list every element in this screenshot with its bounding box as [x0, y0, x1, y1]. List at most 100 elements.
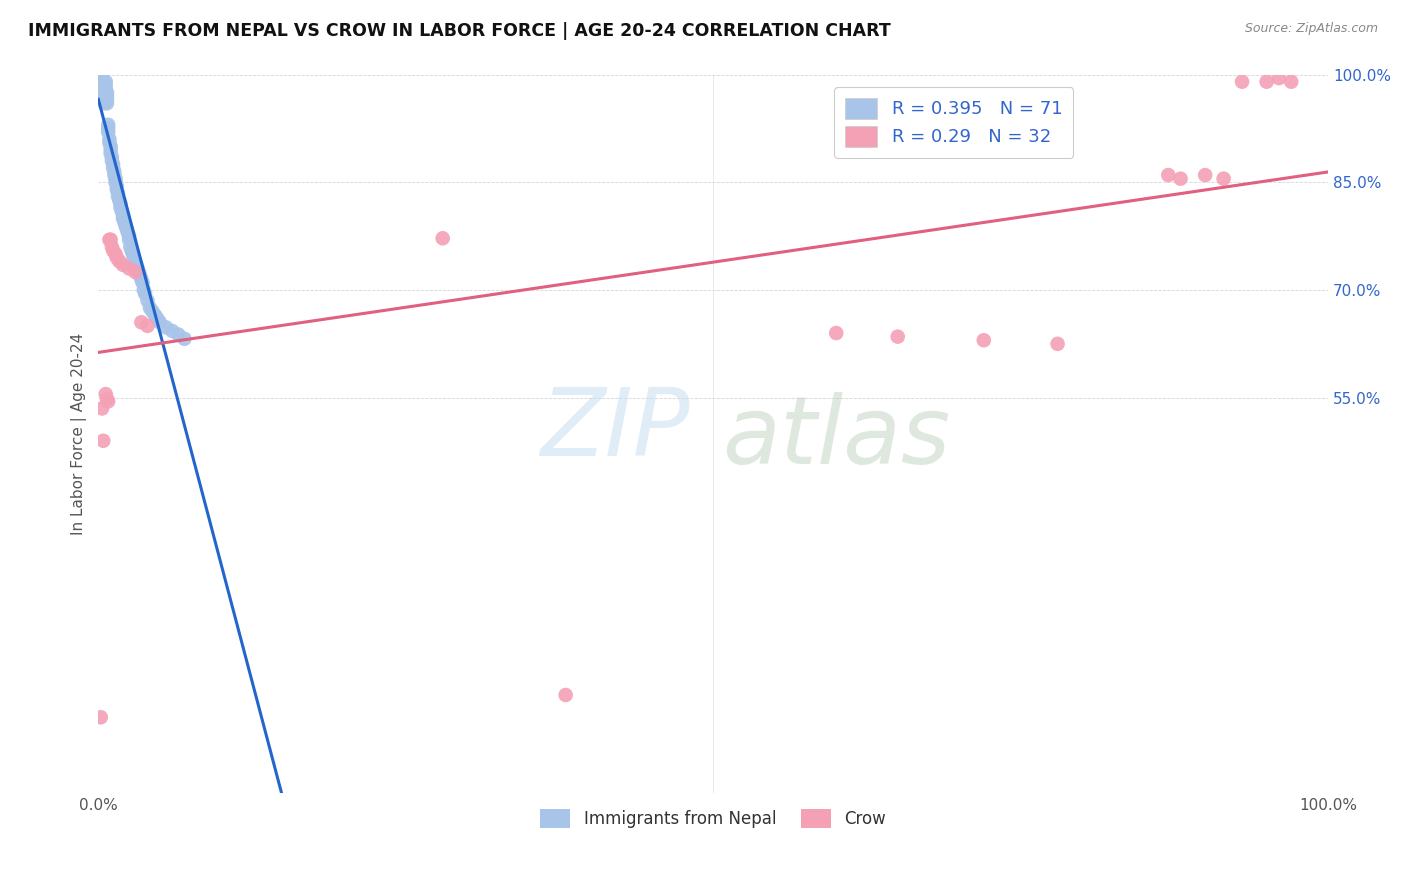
Point — [173, 332, 195, 346]
Point — [93, 89, 115, 103]
Point — [103, 168, 125, 182]
Y-axis label: In Labor Force | Age 20-24: In Labor Force | Age 20-24 — [72, 333, 87, 534]
Point — [1279, 75, 1302, 89]
Point — [114, 219, 136, 233]
Point — [90, 78, 112, 93]
Point — [111, 211, 134, 226]
Point — [1212, 171, 1234, 186]
Point — [93, 96, 115, 111]
Point — [89, 75, 111, 89]
Point — [101, 153, 124, 168]
Point — [90, 710, 112, 724]
Point — [146, 311, 169, 326]
Point — [136, 293, 159, 308]
Point — [105, 182, 128, 196]
Point — [111, 208, 134, 222]
Point — [825, 326, 848, 340]
Point — [128, 265, 150, 279]
Point — [432, 231, 454, 245]
Point — [105, 178, 128, 193]
Point — [1230, 75, 1253, 89]
Point — [110, 200, 132, 214]
Point — [107, 189, 129, 203]
Point — [104, 171, 127, 186]
Point — [93, 93, 115, 107]
Point — [96, 96, 118, 111]
Point — [104, 247, 127, 261]
Point — [98, 132, 121, 146]
Point — [91, 86, 114, 100]
Point — [100, 146, 122, 161]
Point — [167, 327, 190, 342]
Point — [94, 387, 117, 401]
Point — [112, 215, 135, 229]
Point — [1157, 168, 1180, 182]
Point — [111, 204, 134, 219]
Point — [96, 86, 118, 100]
Point — [121, 244, 143, 258]
Point — [107, 186, 129, 200]
Point — [100, 233, 122, 247]
Point — [117, 226, 139, 240]
Text: ZIP: ZIP — [540, 384, 690, 475]
Point — [136, 318, 159, 333]
Point — [101, 150, 124, 164]
Point — [94, 78, 117, 93]
Point — [122, 251, 145, 265]
Text: Source: ZipAtlas.com: Source: ZipAtlas.com — [1244, 22, 1378, 36]
Point — [118, 229, 141, 244]
Point — [100, 139, 122, 153]
Point — [110, 196, 132, 211]
Point — [97, 118, 120, 132]
Point — [98, 233, 121, 247]
Point — [129, 268, 152, 283]
Point — [96, 392, 118, 406]
Point — [131, 272, 153, 286]
Point — [125, 258, 148, 272]
Point — [97, 394, 120, 409]
Point — [91, 434, 114, 448]
Text: atlas: atlas — [723, 392, 950, 483]
Point — [143, 308, 166, 322]
Point — [118, 261, 141, 276]
Point — [91, 82, 114, 96]
Point — [155, 320, 177, 334]
Point — [139, 301, 162, 315]
Point — [111, 258, 134, 272]
Point — [108, 254, 131, 268]
Point — [118, 233, 141, 247]
Text: IMMIGRANTS FROM NEPAL VS CROW IN LABOR FORCE | AGE 20-24 CORRELATION CHART: IMMIGRANTS FROM NEPAL VS CROW IN LABOR F… — [28, 22, 891, 40]
Point — [124, 265, 146, 279]
Point — [108, 193, 131, 207]
Point — [100, 143, 122, 157]
Point — [91, 71, 114, 86]
Point — [554, 688, 576, 702]
Point — [98, 136, 121, 150]
Point — [103, 164, 125, 178]
Point — [96, 89, 118, 103]
Point — [1256, 75, 1278, 89]
Point — [105, 251, 128, 265]
Point — [131, 276, 153, 290]
Point — [101, 240, 124, 254]
Point — [1194, 168, 1216, 182]
Point — [127, 261, 149, 276]
Point — [97, 125, 120, 139]
Point — [120, 240, 142, 254]
Point — [121, 247, 143, 261]
Point — [94, 75, 117, 89]
Point — [91, 401, 114, 416]
Point — [886, 329, 908, 343]
Point — [101, 157, 124, 171]
Point — [96, 93, 118, 107]
Point — [91, 75, 114, 89]
Point — [1268, 71, 1291, 86]
Point — [131, 315, 153, 329]
Point — [973, 333, 995, 347]
Point — [160, 324, 183, 338]
Point — [97, 121, 120, 136]
Point — [141, 304, 163, 318]
Point — [115, 222, 138, 236]
Point — [132, 283, 155, 297]
Point — [101, 161, 124, 175]
